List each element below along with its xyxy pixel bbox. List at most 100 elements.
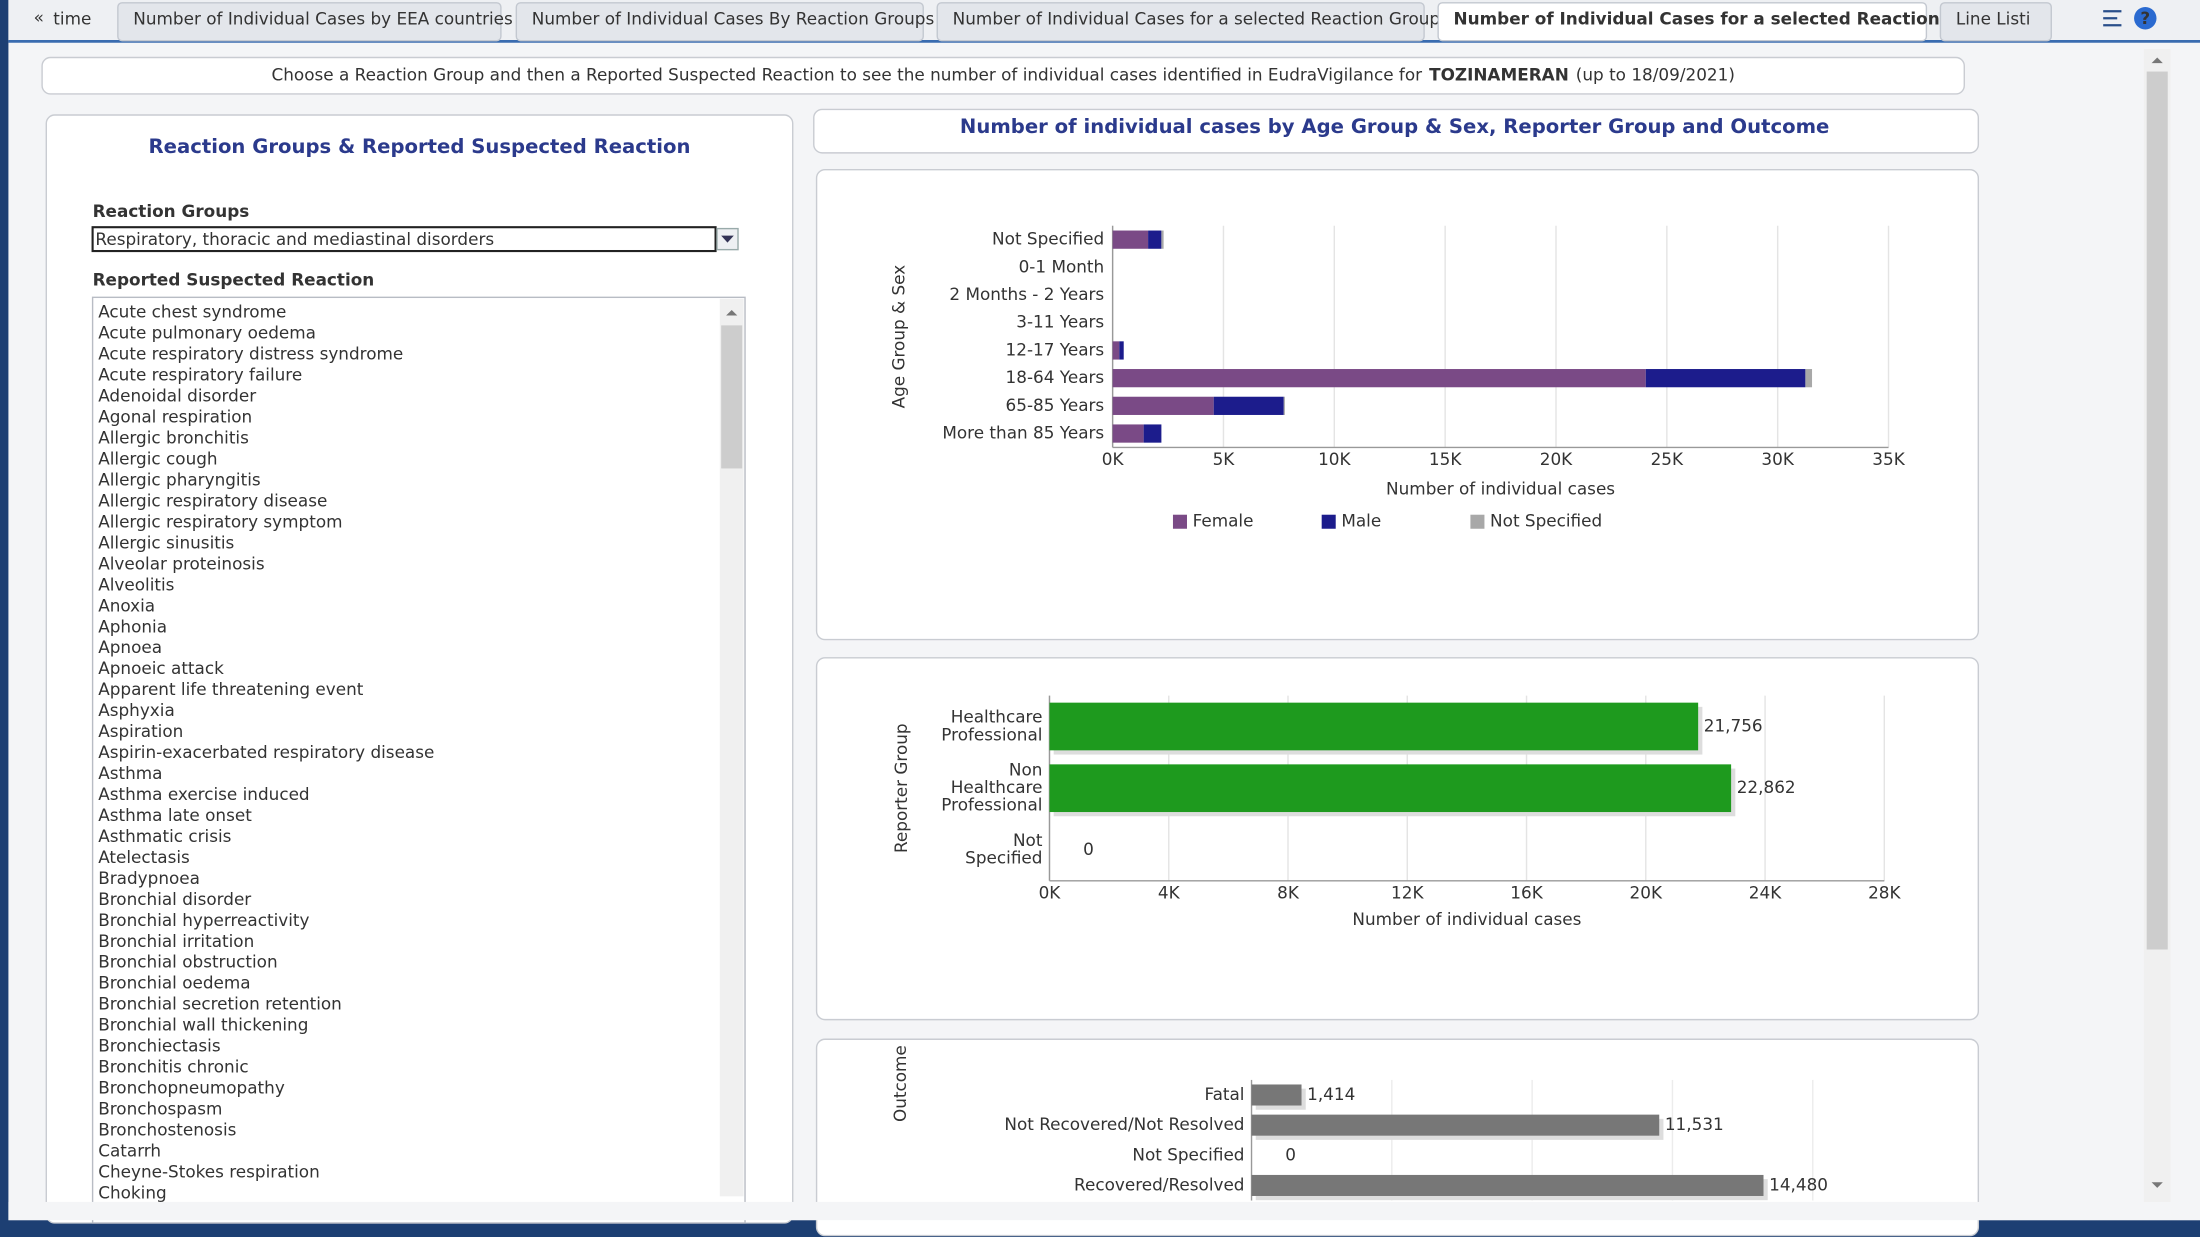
x-tick-label: 16K xyxy=(1510,882,1543,902)
bar-segment xyxy=(1112,230,1149,249)
tab-label: Line Listi xyxy=(1956,9,2031,29)
reaction-item[interactable]: Aspiration xyxy=(98,721,183,741)
reaction-item[interactable]: Apnoeic attack xyxy=(98,658,224,678)
bar-segment xyxy=(1283,396,1285,415)
page-scroll-up[interactable] xyxy=(2151,57,2163,64)
bar-segment xyxy=(1112,424,1144,443)
legend-label: Male xyxy=(1341,511,1381,531)
reaction-item[interactable]: Bronchial secretion retention xyxy=(98,994,342,1014)
bar-segment xyxy=(1148,230,1162,249)
reaction-item[interactable]: Cheyne-Stokes respiration xyxy=(98,1161,320,1181)
toolbar-icons: ? xyxy=(2103,7,2157,30)
bar xyxy=(1251,1084,1302,1106)
reaction-item[interactable]: Bronchial irritation xyxy=(98,931,254,951)
tab-label: Number of Individual Cases By Reaction G… xyxy=(532,9,935,29)
charts-title: Number of individual cases by Age Group … xyxy=(960,115,1829,138)
list-scrollbar[interactable] xyxy=(719,298,744,1197)
bar-segment xyxy=(1119,341,1124,360)
reaction-item[interactable]: Bronchial obstruction xyxy=(98,952,277,972)
tab[interactable] xyxy=(117,2,502,42)
reaction-item[interactable]: Asthma xyxy=(98,763,162,783)
x-tick-label: 0K xyxy=(1102,449,1125,469)
x-tick-label: 12K xyxy=(1391,882,1424,902)
reaction-item[interactable]: Acute respiratory failure xyxy=(98,365,302,385)
tab[interactable] xyxy=(1437,2,1928,42)
y-axis-title: Age Group & Sex xyxy=(888,265,908,409)
value-label: 11,531 xyxy=(1665,1114,1724,1134)
reaction-item[interactable]: Asphyxia xyxy=(98,700,175,720)
reaction-item[interactable]: Adenoidal disorder xyxy=(98,386,256,406)
left-panel-title: Reaction Groups & Reported Suspected Rea… xyxy=(149,135,691,158)
tab-label: Number of Individual Cases for a selecte… xyxy=(953,9,1440,29)
reaction-item[interactable]: Aspirin-exacerbated respiratory disease xyxy=(98,742,434,762)
reaction-listbox[interactable] xyxy=(91,296,746,1224)
reaction-item[interactable]: Bronchospasm xyxy=(98,1099,222,1119)
reaction-item[interactable]: Allergic respiratory disease xyxy=(98,490,327,510)
reaction-item[interactable]: Asthma late onset xyxy=(98,805,252,825)
reaction-item[interactable]: Bronchiectasis xyxy=(98,1036,220,1056)
tab-label: Number of Individual Cases by EEA countr… xyxy=(133,9,513,29)
bar xyxy=(1049,764,1732,813)
reaction-item[interactable]: Alveolar proteinosis xyxy=(98,553,264,573)
help-icon[interactable] xyxy=(2134,7,2157,30)
reaction-item[interactable]: Acute pulmonary oedema xyxy=(98,323,316,343)
reaction-item[interactable]: Anoxia xyxy=(98,595,155,615)
tab-scroll-left[interactable]: « xyxy=(34,7,44,27)
list-scroll-thumb[interactable] xyxy=(721,325,743,469)
reaction-item[interactable]: Apnoea xyxy=(98,637,162,657)
header-suffix: (up to 18/09/2021) xyxy=(1576,65,1735,85)
value-label: 1,414 xyxy=(1307,1084,1355,1104)
tab[interactable] xyxy=(515,2,924,42)
reaction-item[interactable]: Bronchial wall thickening xyxy=(98,1015,308,1035)
x-axis-title: Number of individual cases xyxy=(1386,478,1615,498)
reaction-item[interactable]: Choking xyxy=(98,1182,166,1202)
reaction-item[interactable]: Allergic cough xyxy=(98,449,217,469)
reaction-item[interactable]: Atelectasis xyxy=(98,847,190,867)
header-box xyxy=(41,56,1965,95)
y-tick-label: Not Specified xyxy=(992,229,1104,249)
y-tick-label: Non Healthcare Professional xyxy=(941,760,1042,815)
reaction-item[interactable]: Alveolitis xyxy=(98,574,174,594)
reaction-item[interactable]: Allergic sinusitis xyxy=(98,532,234,552)
y-tick-label: 3-11 Years xyxy=(1016,312,1104,332)
charts-title-box xyxy=(813,108,1980,154)
reaction-item[interactable]: Bronchial disorder xyxy=(98,889,251,909)
x-tick-label: 10K xyxy=(1318,449,1351,469)
reaction-item[interactable]: Acute respiratory distress syndrome xyxy=(98,344,403,364)
page-scroll-thumb[interactable] xyxy=(2146,71,2168,950)
reaction-item[interactable]: Catarrh xyxy=(98,1140,161,1160)
reaction-item[interactable]: Bronchostenosis xyxy=(98,1119,236,1139)
x-tick-label: 15K xyxy=(1429,449,1462,469)
y-axis-title: Outcome xyxy=(890,1045,910,1122)
reporter-chart: 0K 4K 8K 12K 16K 20K 24K 28K Healthcare Professio… xyxy=(891,695,1902,929)
y-tick-label: Healthcare Professional xyxy=(941,707,1042,745)
reaction-item[interactable]: Bronchitis chronic xyxy=(98,1057,248,1077)
reaction-item[interactable]: Bronchial oedema xyxy=(98,973,250,993)
tab[interactable] xyxy=(936,2,1425,42)
page-bottom xyxy=(8,1201,2200,1221)
reaction-item[interactable]: Allergic respiratory symptom xyxy=(98,511,342,531)
reaction-item[interactable]: Asthmatic crisis xyxy=(98,826,231,846)
reaction-item[interactable]: Bradypnoea xyxy=(98,868,200,888)
menu-icon[interactable] xyxy=(2103,10,2122,27)
x-tick-label: 20K xyxy=(1630,882,1663,902)
value-label: 0 xyxy=(1285,1144,1296,1164)
reaction-item[interactable]: Apparent life threatening event xyxy=(98,679,364,699)
y-tick-label: More than 85 Years xyxy=(942,423,1104,443)
y-tick-label: 2 Months - 2 Years xyxy=(949,284,1104,304)
group-dropdown[interactable] xyxy=(91,226,717,253)
reaction-item[interactable]: Aphonia xyxy=(98,616,167,636)
list-scroll-up[interactable] xyxy=(726,309,738,316)
reaction-item[interactable]: Bronchial hyperreactivity xyxy=(98,910,309,930)
x-tick-label: 4K xyxy=(1158,882,1181,902)
x-tick-label: 25K xyxy=(1651,449,1684,469)
page-scroll-down[interactable] xyxy=(2151,1182,2163,1188)
reaction-item[interactable]: Bronchopneumopathy xyxy=(98,1078,285,1098)
reaction-item[interactable]: Asthma exercise induced xyxy=(98,784,309,804)
reaction-item[interactable]: Allergic pharyngitis xyxy=(98,469,260,489)
tab[interactable] xyxy=(1939,2,2052,42)
reaction-item[interactable]: Allergic bronchitis xyxy=(98,428,249,448)
reaction-item[interactable]: Agonal respiration xyxy=(98,407,252,427)
reaction-item[interactable]: Acute chest syndrome xyxy=(98,302,286,322)
